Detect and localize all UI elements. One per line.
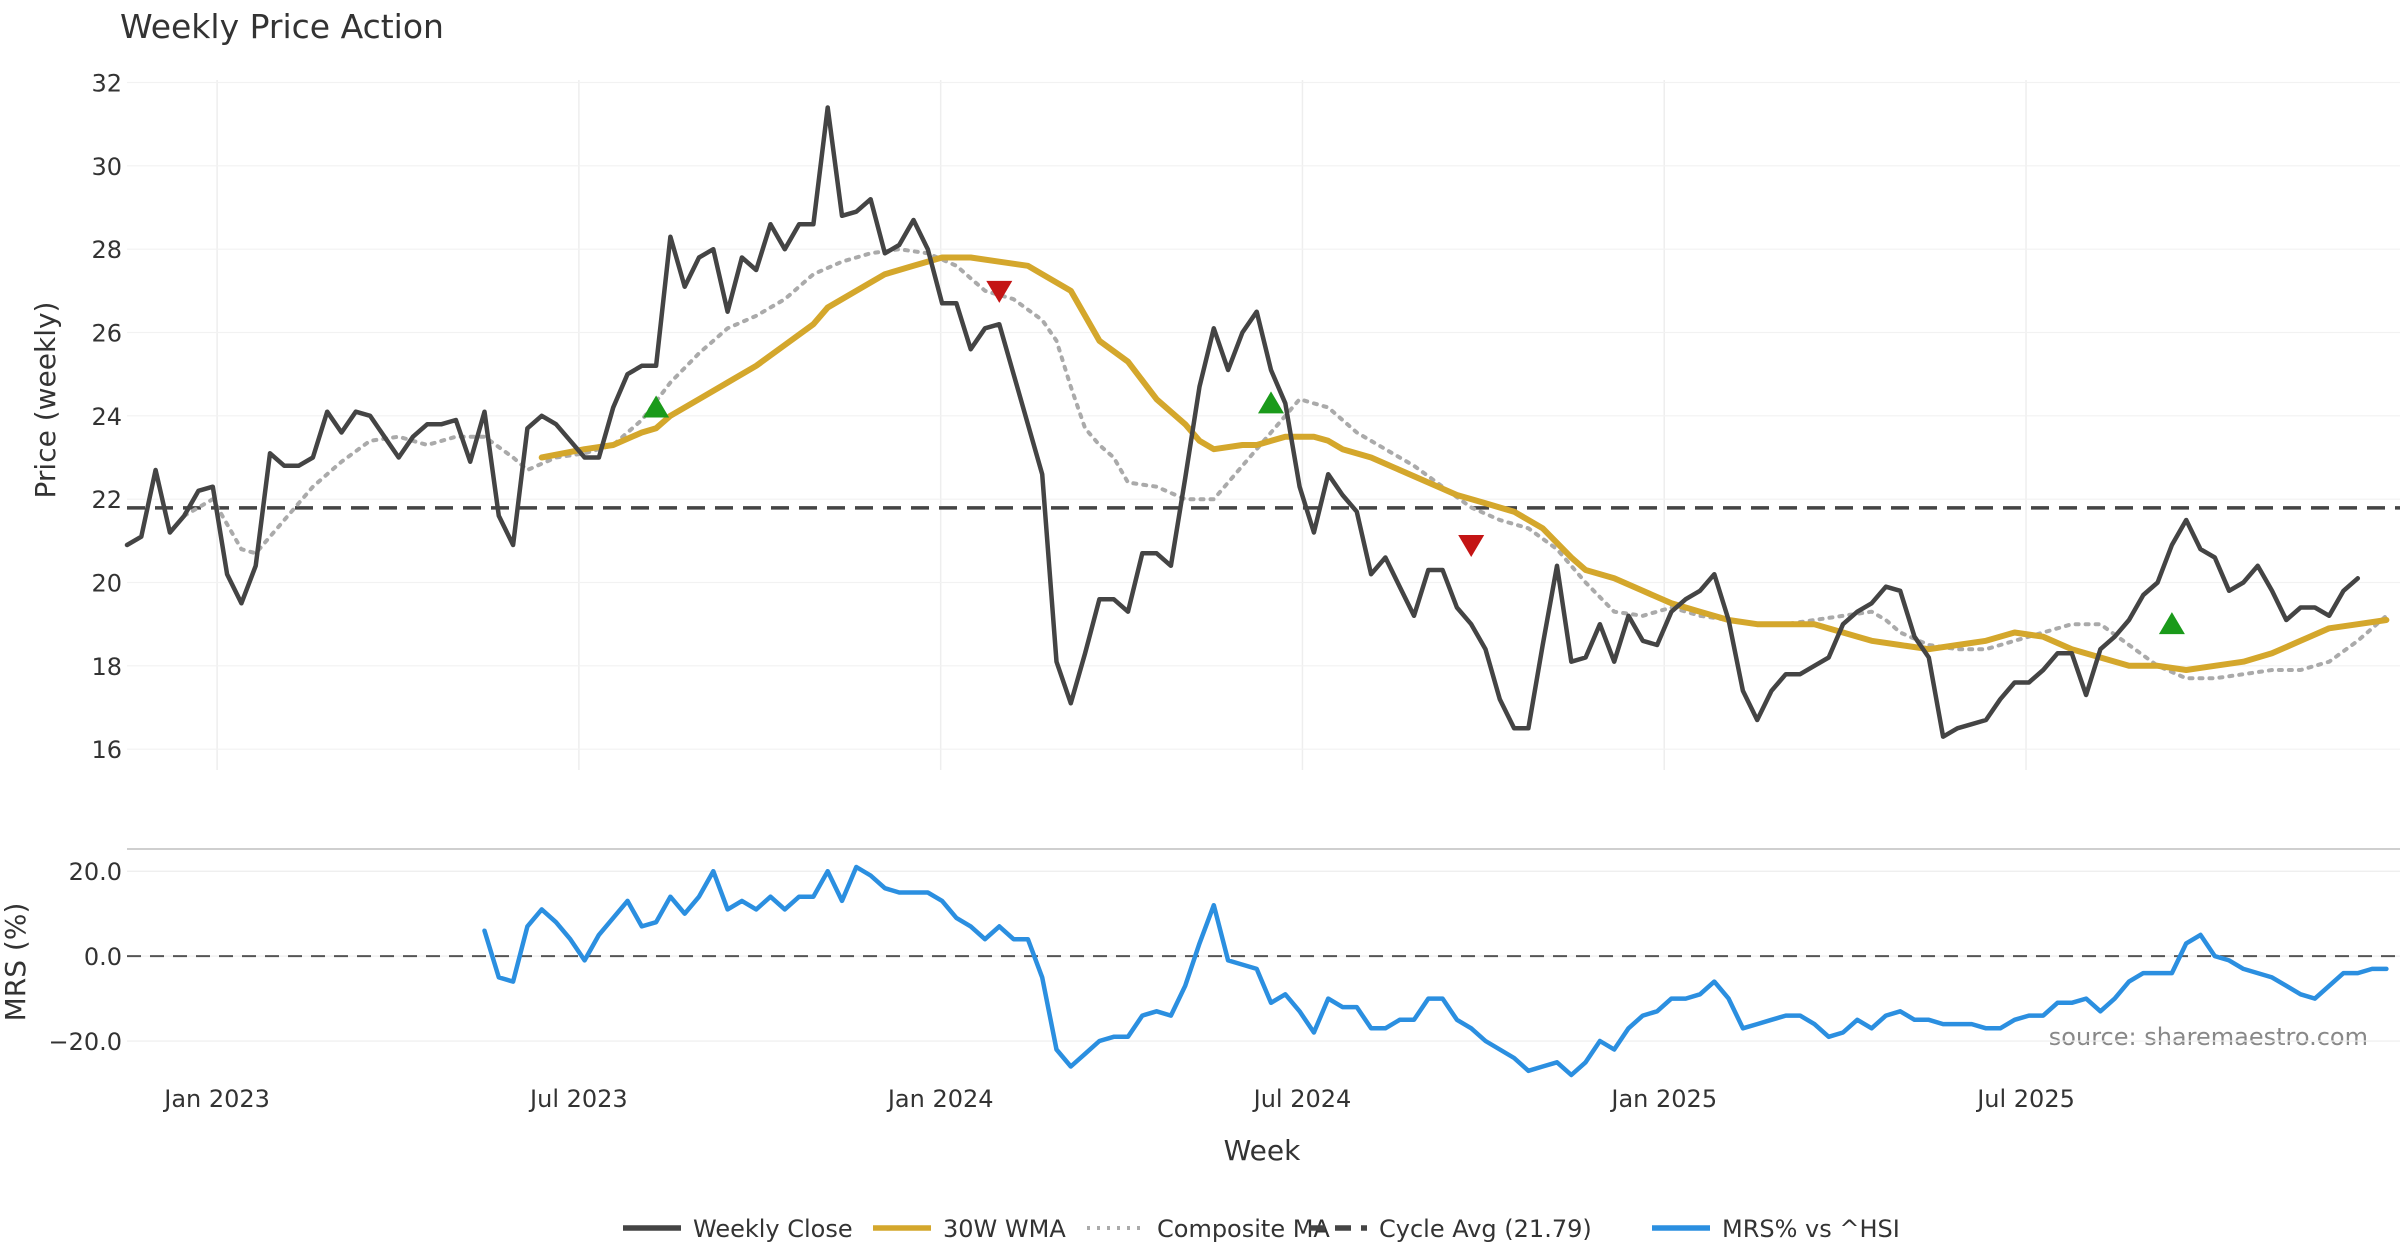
price-y-axis-label: Price (weekly) (29, 302, 62, 499)
price-y-tick-label: 22 (91, 486, 122, 514)
price-y-tick-label: 28 (91, 236, 122, 264)
legend-label: MRS% vs ^HSI (1722, 1215, 1900, 1243)
legend: Weekly Close 30W WMA Composite MA Cycle Avg… (623, 1215, 1900, 1243)
price-y-tick-label: 30 (91, 153, 122, 181)
sell-signal-marker (986, 280, 1013, 303)
x-tick-label: Jul 2024 (1252, 1085, 1352, 1113)
sell-signal-marker (1458, 535, 1485, 557)
mrs-y-axis-label: MRS (%) (0, 903, 32, 1022)
legend-label: Weekly Close (693, 1215, 853, 1243)
x-axis-label: Week (1224, 1134, 1301, 1167)
legend-label: Composite MA (1157, 1215, 1330, 1243)
x-tick-label: Jan 2023 (162, 1085, 270, 1113)
price-y-tick-label: 16 (91, 736, 122, 764)
legend-label: Cycle Avg (21.79) (1379, 1215, 1592, 1243)
weekly-close-line (124, 105, 2361, 739)
price-y-tick-label: 18 (91, 653, 122, 681)
price-y-tick-label: 26 (91, 320, 122, 348)
legend-label: 30W WMA (943, 1215, 1066, 1243)
mrs-y-tick-label: 0.0 (84, 943, 122, 971)
mrs-y-tick-label: 20.0 (69, 858, 122, 886)
price-y-tick-label: 32 (91, 70, 122, 98)
wma-30w-line (538, 254, 2390, 673)
source-note: source: sharemaestro.com (2049, 1023, 2368, 1051)
buy-signal-marker (2158, 612, 2185, 635)
buy-signal-marker (1258, 391, 1284, 414)
grid-lines (127, 80, 2400, 1042)
chart-title: Weekly Price Action (120, 7, 444, 46)
price-y-tick-label: 20 (91, 570, 122, 598)
signal-markers (643, 280, 2185, 635)
series-lines (124, 105, 2400, 1078)
x-tick-label: Jan 2024 (886, 1085, 994, 1113)
price-y-tick-label: 24 (91, 403, 122, 431)
mrs-line (482, 864, 2389, 1078)
composite-ma-line (182, 247, 2389, 681)
axis-ticks: Jan 2023 Jul 2023 Jan 2024 Jul 2024 Jan 2025… (48, 70, 2074, 1114)
x-tick-label: Jan 2025 (1609, 1085, 1717, 1113)
buy-signal-marker (643, 395, 670, 418)
mrs-y-tick-label: −20.0 (48, 1028, 122, 1056)
x-tick-label: Jul 2025 (1975, 1085, 2075, 1113)
x-tick-label: Jul 2023 (528, 1085, 628, 1113)
